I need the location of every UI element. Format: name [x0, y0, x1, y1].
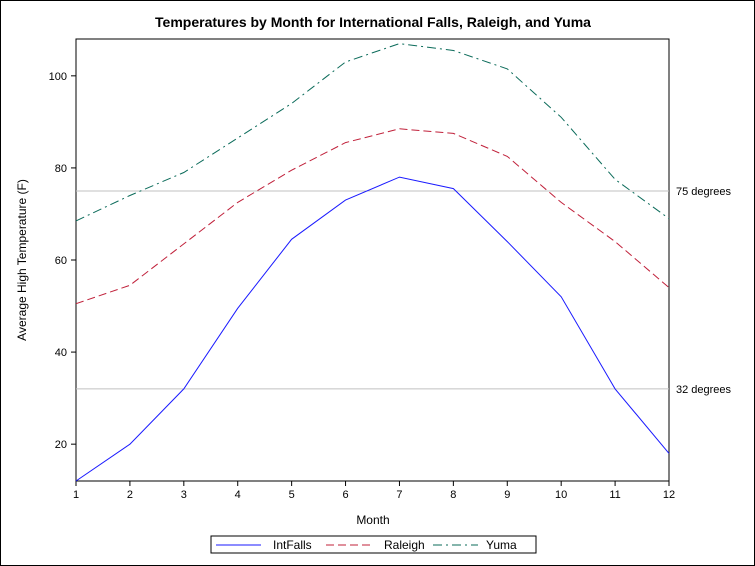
series-line-raleigh: [75, 128, 670, 305]
series-line-yuma: [75, 43, 670, 222]
plot-border: [75, 38, 670, 482]
x-tick-label: 2: [127, 489, 133, 501]
legend-label-intfalls: IntFalls: [273, 538, 312, 552]
x-tick-label: 7: [396, 489, 402, 501]
y-tick-label: 20: [55, 439, 67, 451]
legend: IntFalls Raleigh Yuma: [210, 535, 537, 554]
x-tick-label: 12: [663, 489, 675, 501]
x-tick-label: 3: [181, 489, 187, 501]
x-tick-label: 1: [73, 489, 79, 501]
y-tick-label: 100: [49, 71, 67, 83]
y-axis-label: Average High Temperature (F): [15, 179, 29, 341]
legend-label-yuma: Yuma: [486, 538, 517, 552]
reference-line-label: 75 degrees: [676, 186, 732, 198]
legend-label-raleigh: Raleigh: [384, 538, 425, 552]
legend-box: [210, 535, 537, 554]
x-tick-label: 11: [609, 489, 620, 501]
x-tick-label: 5: [289, 489, 295, 501]
chart-title: Temperatures by Month for International …: [155, 14, 591, 30]
y-tick-label: 80: [55, 163, 67, 175]
y-tick-label: 60: [55, 255, 67, 267]
x-tick-label: 4: [235, 489, 241, 501]
x-tick-label: 9: [504, 489, 510, 501]
reference-line-label: 32 degrees: [676, 384, 732, 396]
x-tick-label: 8: [450, 489, 456, 501]
y-tick-label: 40: [55, 347, 67, 359]
x-tick-label: 10: [555, 489, 567, 501]
x-tick-label: 6: [342, 489, 348, 501]
series-line-intfalls: [75, 176, 670, 482]
x-axis-label: Month: [356, 513, 389, 527]
